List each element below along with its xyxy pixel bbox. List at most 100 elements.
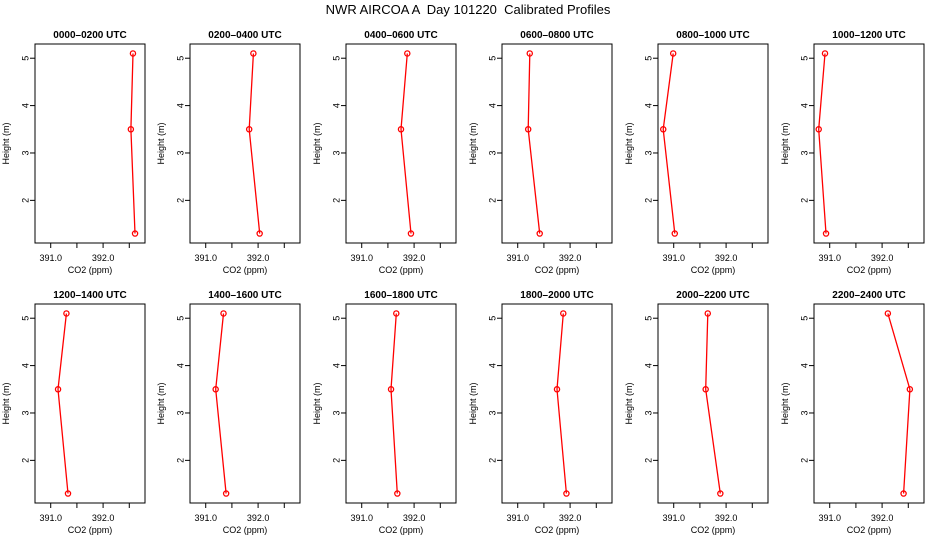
profile-point — [212, 386, 219, 393]
profile-line — [818, 53, 827, 234]
y-tick-label: 5 — [487, 56, 497, 61]
y-tick-label: 5 — [643, 316, 653, 321]
x-tick-label: 392.0 — [247, 513, 270, 523]
y-tick-label: 4 — [175, 103, 185, 108]
y-tick-label: 2 — [20, 458, 30, 463]
profile-point — [671, 230, 679, 237]
plot-frame — [345, 303, 457, 504]
x-axis-title: CO2 (ppm) — [535, 525, 580, 535]
y-tick-label: 4 — [643, 363, 653, 368]
profile-point — [63, 310, 70, 317]
y-tick-label: 3 — [487, 410, 497, 415]
x-tick-label: 392.0 — [559, 253, 582, 263]
y-tick-label: 3 — [175, 410, 185, 415]
y-tick-label: 4 — [331, 103, 341, 108]
y-tick-label: 2 — [643, 458, 653, 463]
profile-point — [526, 50, 534, 57]
y-tick-label: 2 — [799, 198, 809, 203]
plot-frame — [813, 303, 925, 504]
y-tick-label: 4 — [643, 103, 653, 108]
y-tick-label: 2 — [20, 198, 30, 203]
y-tick-label: 3 — [20, 150, 30, 155]
x-tick-label: 391.0 — [818, 253, 841, 263]
y-tick-label: 4 — [20, 363, 30, 368]
y-axis-title: Height (m) — [312, 382, 322, 424]
x-tick-label: 392.0 — [92, 513, 115, 523]
profile-point — [702, 386, 709, 393]
x-axis-title: CO2 (ppm) — [68, 525, 113, 535]
y-tick-label: 3 — [20, 410, 30, 415]
y-tick-label: 3 — [331, 150, 341, 155]
x-axis-title: CO2 (ppm) — [379, 265, 424, 275]
y-tick-label: 3 — [643, 150, 653, 155]
x-tick-label: 391.0 — [818, 513, 841, 523]
x-tick-label: 392.0 — [403, 253, 426, 263]
profile-panel: 0000–0200 UTC 391.0 392.0 2 3 4 5 CO2 (ppm) Heig… — [1, 30, 146, 275]
y-tick-label: 3 — [643, 410, 653, 415]
profile-point — [64, 490, 72, 497]
y-tick-label: 2 — [487, 458, 497, 463]
y-tick-label: 5 — [175, 56, 185, 61]
panel-title: 0800–1000 UTC — [676, 30, 749, 41]
panel-title: 1600–1800 UTC — [364, 290, 437, 301]
profile-panel: 1000–1200 UTC 391.0 392.0 2 3 4 5 CO2 (ppm) Heig… — [780, 30, 925, 275]
profile-line — [527, 53, 541, 234]
y-tick-label: 2 — [643, 198, 653, 203]
y-tick-label: 2 — [175, 198, 185, 203]
profile-point — [884, 310, 892, 317]
y-tick-label: 4 — [331, 363, 341, 368]
profile-line — [390, 313, 398, 494]
panel-title: 2200–2400 UTC — [832, 290, 905, 301]
y-axis-title: Height (m) — [156, 382, 166, 424]
x-tick-label: 392.0 — [715, 513, 738, 523]
plot-frame — [34, 43, 146, 244]
plot-frame — [501, 43, 613, 244]
x-axis-title: CO2 (ppm) — [535, 265, 580, 275]
profile-point — [220, 310, 227, 317]
profile-point — [387, 386, 395, 393]
profile-point — [536, 230, 543, 237]
profile-panel: 0600–0800 UTC 391.0 392.0 2 3 4 5 CO2 (ppm) Heig… — [468, 30, 613, 275]
x-axis-title: CO2 (ppm) — [223, 525, 268, 535]
y-axis-title: Height (m) — [624, 122, 634, 164]
profile-point — [394, 490, 401, 497]
y-tick-label: 4 — [487, 103, 497, 108]
profile-point — [393, 310, 400, 317]
profile-point — [131, 230, 139, 237]
y-axis-title: Height (m) — [468, 382, 478, 424]
x-tick-label: 391.0 — [350, 253, 373, 263]
profile-point — [815, 126, 822, 133]
x-tick-label: 391.0 — [39, 253, 62, 263]
plot-frame — [657, 43, 769, 244]
profile-point — [256, 230, 263, 237]
y-axis-title: Height (m) — [780, 382, 790, 424]
plot-frame — [501, 303, 613, 504]
profile-line — [215, 313, 227, 494]
profile-panel: 0200–0400 UTC 391.0 392.0 2 3 4 5 CO2 (ppm) Heig… — [156, 30, 301, 275]
x-axis-title: CO2 (ppm) — [691, 265, 736, 275]
x-axis-title: CO2 (ppm) — [223, 265, 268, 275]
panel-title: 0200–0400 UTC — [208, 30, 281, 41]
x-tick-label: 392.0 — [403, 513, 426, 523]
y-tick-label: 5 — [331, 316, 341, 321]
figure-title: NWR AIRCOA A Day 101220 Calibrated Profi… — [325, 2, 611, 17]
profile-point — [524, 126, 532, 133]
profile-line — [57, 313, 69, 494]
profile-point — [704, 310, 712, 317]
plot-frame — [189, 303, 301, 504]
y-tick-label: 5 — [487, 316, 497, 321]
profile-line — [887, 313, 911, 494]
x-tick-label: 391.0 — [506, 253, 529, 263]
x-axis-title: CO2 (ppm) — [379, 525, 424, 535]
x-axis-title: CO2 (ppm) — [847, 525, 892, 535]
profile-point — [245, 126, 253, 133]
profile-line — [248, 53, 261, 234]
x-tick-label: 392.0 — [715, 253, 738, 263]
profile-point — [397, 126, 405, 133]
panel-title: 0400–0600 UTC — [364, 30, 437, 41]
profile-panel: 1200–1400 UTC 391.0 392.0 2 3 4 5 CO2 (ppm) Heig… — [1, 290, 146, 535]
y-tick-label: 5 — [20, 316, 30, 321]
x-tick-label: 392.0 — [247, 253, 270, 263]
profile-point — [669, 50, 677, 57]
